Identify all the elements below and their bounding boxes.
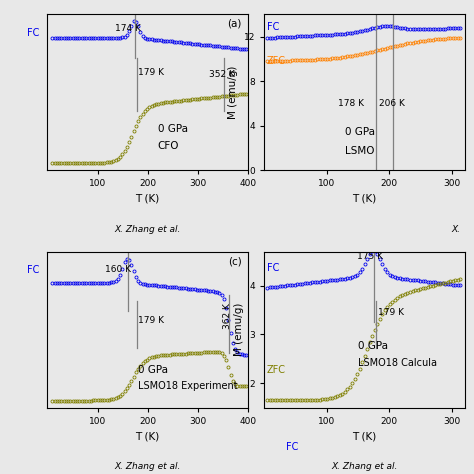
Text: FC: FC xyxy=(267,263,280,273)
Text: CFO: CFO xyxy=(158,141,179,151)
Text: X.: X. xyxy=(452,225,461,234)
Text: 174 K: 174 K xyxy=(115,24,140,33)
Text: 178 K: 178 K xyxy=(338,99,364,108)
Text: 0 GPa: 0 GPa xyxy=(358,341,388,351)
X-axis label: T (K): T (K) xyxy=(136,194,160,204)
Text: 0 GPa: 0 GPa xyxy=(158,124,188,134)
Y-axis label: M (emu/g): M (emu/g) xyxy=(228,65,238,119)
Text: 179 K: 179 K xyxy=(138,316,164,325)
X-axis label: T (K): T (K) xyxy=(136,431,160,441)
Text: FC: FC xyxy=(267,22,280,32)
X-axis label: T (K): T (K) xyxy=(352,194,376,204)
Text: (a): (a) xyxy=(228,19,242,29)
Text: FC: FC xyxy=(27,28,39,38)
Text: LSMO: LSMO xyxy=(346,146,375,155)
Text: 352 K: 352 K xyxy=(209,70,235,79)
Text: FC: FC xyxy=(286,442,298,452)
Text: 206 K: 206 K xyxy=(379,99,404,108)
Text: 175 K: 175 K xyxy=(357,252,383,261)
X-axis label: T (K): T (K) xyxy=(352,431,376,441)
Text: LSMO18 Experiment: LSMO18 Experiment xyxy=(137,382,237,392)
Text: ZFC: ZFC xyxy=(267,56,286,66)
Text: 0 GPa: 0 GPa xyxy=(137,365,168,375)
Y-axis label: M (emu/g): M (emu/g) xyxy=(234,303,244,356)
Text: 179 K: 179 K xyxy=(138,68,164,77)
Text: FC: FC xyxy=(27,265,39,275)
Text: X. Zhang et al.: X. Zhang et al. xyxy=(115,225,181,234)
Text: 179 K: 179 K xyxy=(378,308,404,317)
Text: 362 K: 362 K xyxy=(223,303,232,329)
Text: ZFC: ZFC xyxy=(267,365,286,375)
Text: X. Zhang et al.: X. Zhang et al. xyxy=(331,462,397,471)
Text: (c): (c) xyxy=(228,256,242,266)
Text: 0 GPa: 0 GPa xyxy=(346,127,375,137)
Text: LSMO18 Calcula: LSMO18 Calcula xyxy=(358,358,437,368)
Text: 160 K: 160 K xyxy=(105,265,131,274)
Text: X. Zhang et al.: X. Zhang et al. xyxy=(115,462,181,471)
